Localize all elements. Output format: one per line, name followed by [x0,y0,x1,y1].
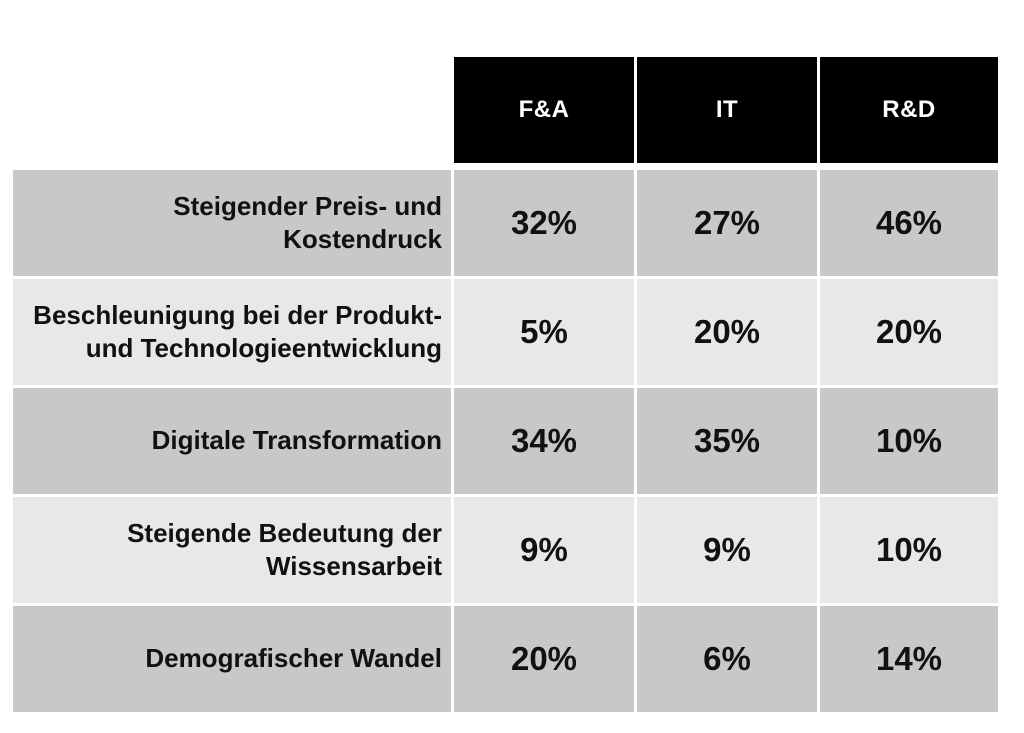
value-cell-it: 9% [637,497,817,603]
value-cell-it: 35% [637,388,817,494]
column-header-rd: R&D [820,57,998,163]
value-cell-it: 6% [637,606,817,712]
comparison-table: F&A IT R&D Steigender Preis- und Kostend… [13,57,998,712]
row-label: Digitale Transformation [13,388,451,494]
value-cell-fa: 34% [454,388,634,494]
value-cell-rd: 20% [820,279,998,385]
row-label: Steigende Bedeutung der Wissensarbeit [13,497,451,603]
value-cell-fa: 9% [454,497,634,603]
value-cell-it: 20% [637,279,817,385]
value-cell-fa: 20% [454,606,634,712]
column-header-fa: F&A [454,57,634,163]
row-label: Steigender Preis- und Kostendruck [13,170,451,276]
column-header-it: IT [637,57,817,163]
table-header-row: F&A IT R&D [13,57,998,163]
value-cell-rd: 10% [820,388,998,494]
value-cell-it: 27% [637,170,817,276]
header-spacer-cell [13,57,451,163]
row-label: Demografischer Wandel [13,606,451,712]
value-cell-rd: 10% [820,497,998,603]
value-cell-fa: 32% [454,170,634,276]
value-cell-fa: 5% [454,279,634,385]
value-cell-rd: 46% [820,170,998,276]
table-body: Steigender Preis- und Kostendruck 32% 27… [13,170,998,712]
value-cell-rd: 14% [820,606,998,712]
row-label: Beschleunigung bei der Produkt- und Tech… [13,279,451,385]
